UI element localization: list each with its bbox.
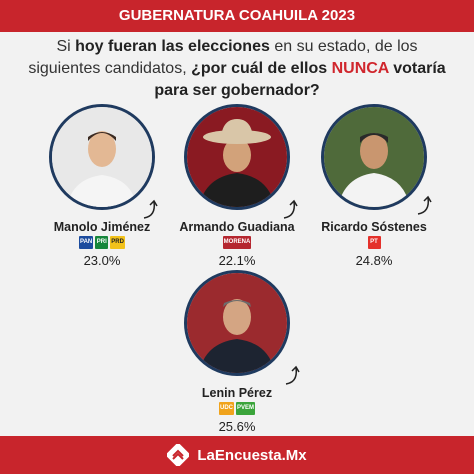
party-logos: PAN PRI PRD <box>32 236 172 250</box>
candidate-card: Lenin Pérez UDC PVEM 25.6% <box>167 270 307 434</box>
party-logo: PT <box>367 236 381 249</box>
party-logo: PAN <box>79 236 94 249</box>
curved-arrow-icon <box>283 199 298 219</box>
percentage-label: 23.0% <box>83 253 121 268</box>
candidate-card: Armando Guadiana MORENA 22.1% <box>167 104 307 268</box>
candidate-photo <box>49 104 155 210</box>
candidate-photo <box>321 104 427 210</box>
party-logo: MORENA <box>222 236 252 249</box>
party-logos: UDC PVEM <box>167 402 307 416</box>
candidate-name: Lenin Pérez <box>201 386 273 400</box>
party-logo: UDC <box>218 402 234 415</box>
candidate-name: Ricardo Sóstenes <box>321 220 427 234</box>
candidate-card: Ricardo Sóstenes PT 24.8% <box>304 104 444 268</box>
footer-banner: LaEncuesta.Mx <box>0 436 474 474</box>
candidate-name: Armando Guadiana <box>179 220 295 234</box>
curved-arrow-icon <box>417 195 432 215</box>
candidate-photo <box>184 270 290 376</box>
curved-arrow-icon <box>285 365 300 385</box>
percentage-label: 24.8% <box>355 253 393 268</box>
percentage-label: 22.1% <box>218 253 256 268</box>
survey-question: Si hoy fueran las elecciones en su estad… <box>28 38 446 99</box>
party-logo: PVEM <box>235 402 255 415</box>
party-logo: PRI <box>95 236 109 249</box>
brand-name: LaEncuesta.Mx <box>197 446 307 464</box>
party-logos: MORENA <box>167 236 307 250</box>
curved-arrow-icon <box>143 199 158 219</box>
candidate-name: Manolo Jiménez <box>53 220 151 234</box>
party-logos: PT <box>304 236 444 250</box>
candidate-photo <box>184 104 290 210</box>
candidate-card: Manolo Jiménez PAN PRI PRD 23.0% <box>32 104 172 268</box>
page-title: GUBERNATURA COAHUILA 2023 <box>118 7 356 24</box>
brand-logo-icon <box>167 444 190 466</box>
header-banner: GUBERNATURA COAHUILA 2023 <box>0 0 474 32</box>
percentage-label: 25.6% <box>218 419 256 434</box>
party-logo: PRD <box>110 236 125 249</box>
